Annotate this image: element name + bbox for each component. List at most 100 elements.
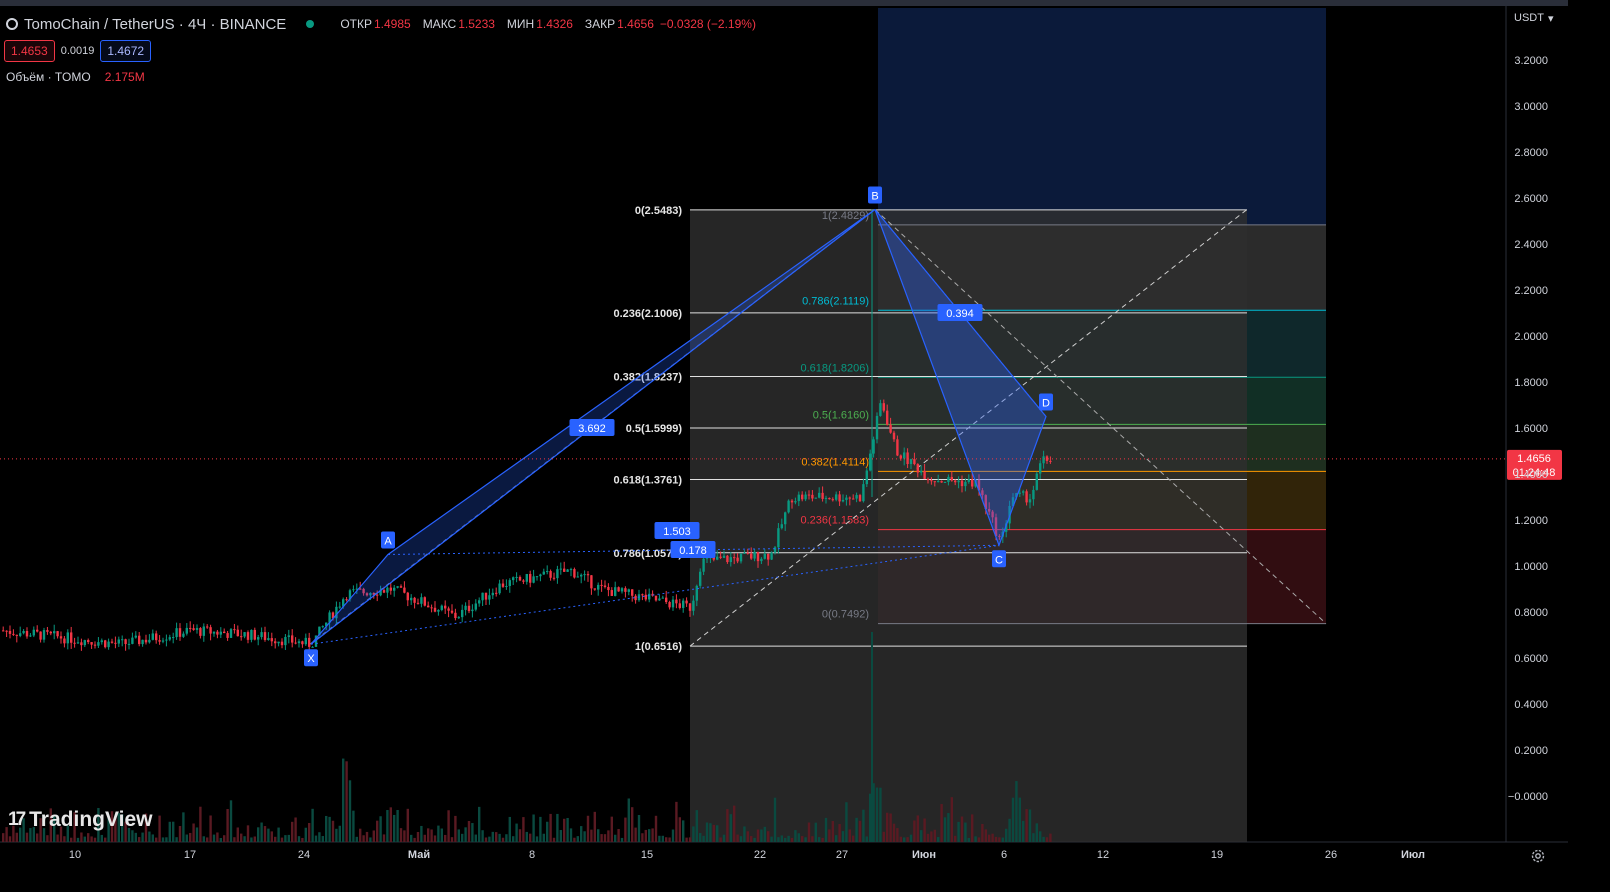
candle	[226, 633, 228, 638]
volume-bar	[753, 838, 755, 842]
candle	[886, 411, 888, 425]
volume-bar	[298, 836, 300, 842]
volume-bar	[277, 828, 279, 842]
candle	[481, 593, 483, 601]
candle	[19, 633, 21, 636]
candle	[662, 598, 664, 599]
candle	[794, 501, 796, 502]
volume-label[interactable]: Объём · TOMO	[6, 70, 91, 84]
volume-bar	[740, 836, 742, 842]
candle	[879, 403, 881, 416]
candle	[944, 482, 946, 483]
volume-bar	[563, 819, 565, 842]
volume-bar	[393, 815, 395, 842]
candle	[220, 632, 222, 635]
volume-bar	[135, 833, 137, 842]
fib-extension-label: 0(0.7492)	[822, 609, 869, 621]
candle	[821, 493, 823, 499]
candle	[189, 628, 191, 629]
volume-bar	[855, 818, 857, 842]
time-axis-tick: 8	[529, 849, 535, 861]
candle	[607, 587, 609, 590]
target-zone-top	[878, 8, 1326, 226]
volume-bar	[767, 831, 769, 842]
candle	[910, 459, 912, 464]
volume-bar	[471, 823, 473, 842]
candle	[5, 631, 7, 632]
gear-icon[interactable]	[1530, 848, 1546, 864]
bid-ask-panel: 1.4653 0.0019 1.4672	[4, 40, 151, 62]
candle	[750, 554, 752, 559]
volume-bar	[838, 824, 840, 842]
candle	[580, 575, 582, 577]
candle	[1039, 463, 1041, 473]
candle	[764, 554, 766, 559]
volume-bar	[522, 817, 524, 842]
candle	[114, 643, 116, 644]
price-axis-tick: 3.2000	[1514, 55, 1548, 67]
volume-bar	[913, 820, 915, 842]
volume-bar	[240, 834, 242, 842]
price-axis-tick: 1.6000	[1514, 423, 1548, 435]
currency-selector[interactable]: USDT ▾	[1514, 12, 1553, 25]
time-axis-tick: Июл	[1401, 849, 1425, 861]
volume-bar	[1029, 810, 1031, 842]
candle	[138, 636, 140, 644]
volume-bar	[311, 809, 313, 842]
candle	[233, 629, 235, 630]
candle	[556, 569, 558, 578]
candle	[169, 637, 171, 639]
volume-bar	[760, 829, 762, 842]
volume-bar	[233, 837, 235, 842]
volume-bar	[209, 815, 211, 842]
candle	[216, 632, 218, 635]
candle	[308, 638, 310, 647]
candle	[393, 588, 395, 591]
candle	[549, 571, 551, 578]
volume-bar	[505, 834, 507, 842]
volume-bar	[328, 817, 330, 842]
price-axis-tick: 2.4000	[1514, 239, 1548, 251]
candle	[77, 642, 79, 643]
volume-bar	[430, 829, 432, 842]
candle	[855, 495, 857, 499]
price-chart[interactable]: 1(2.4829) 0.786(2.1119) 0.618(1.8206) 0.5(1…	[0, 0, 1568, 869]
volume-bar	[271, 831, 273, 842]
symbol-title[interactable]: TomoChain / TetherUS · 4Ч · BINANCE	[24, 16, 286, 33]
candle	[733, 557, 735, 558]
buy-price-button[interactable]: 1.4672	[100, 40, 151, 62]
candle	[352, 589, 354, 590]
candle	[12, 634, 14, 635]
candle	[1029, 499, 1031, 502]
candle	[923, 471, 925, 479]
candle	[930, 480, 932, 481]
sell-price-button[interactable]: 1.4653	[4, 40, 55, 62]
volume-bar	[104, 838, 106, 842]
volume-bar	[815, 823, 817, 842]
candle	[757, 552, 759, 561]
candle	[818, 493, 820, 498]
volume-bar	[641, 833, 643, 842]
candle	[617, 587, 619, 591]
volume-bar	[165, 837, 167, 842]
candle	[825, 498, 827, 499]
high-value: 1.5233	[458, 17, 495, 31]
volume-bar	[1049, 834, 1051, 842]
candle	[46, 630, 48, 632]
symbol-icon[interactable]	[6, 18, 18, 30]
candle	[1049, 461, 1051, 462]
volume-bar	[407, 809, 409, 842]
candle	[498, 584, 500, 594]
time-axis-tick: 24	[298, 849, 310, 861]
price-axis-tick: 0.4000	[1514, 699, 1548, 711]
volume-bar	[723, 835, 725, 842]
candle	[1042, 456, 1044, 463]
candle	[798, 495, 800, 501]
volume-bar	[764, 827, 766, 842]
tradingview-logo[interactable]: 17 TradingView	[8, 808, 152, 832]
candle	[124, 639, 126, 644]
candle	[740, 554, 742, 562]
volume-bar	[774, 798, 776, 842]
volume-bar	[424, 835, 426, 842]
volume-bar	[152, 834, 154, 842]
